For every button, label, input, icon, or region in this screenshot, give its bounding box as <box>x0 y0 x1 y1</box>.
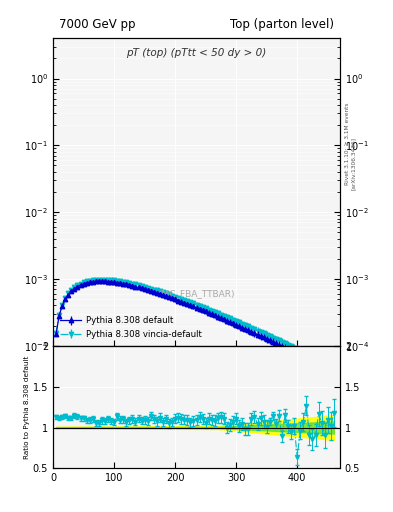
Text: Rivet 3.1.10; ≥ 3.1M events: Rivet 3.1.10; ≥ 3.1M events <box>345 102 350 185</box>
Y-axis label: Ratio to Pythia 8.308 default: Ratio to Pythia 8.308 default <box>24 355 30 459</box>
Text: Top (parton level): Top (parton level) <box>230 18 334 31</box>
Text: pT (top) (pTtt < 50 dy > 0): pT (top) (pTtt < 50 dy > 0) <box>127 48 266 58</box>
Legend: Pythia 8.308 default, Pythia 8.308 vincia-default: Pythia 8.308 default, Pythia 8.308 vinci… <box>57 314 204 342</box>
Text: 7000 GeV pp: 7000 GeV pp <box>59 18 135 31</box>
Text: [arXiv:1306.3436]: [arXiv:1306.3436] <box>351 137 356 190</box>
Text: (MC_FBA_TTBAR): (MC_FBA_TTBAR) <box>158 289 235 298</box>
